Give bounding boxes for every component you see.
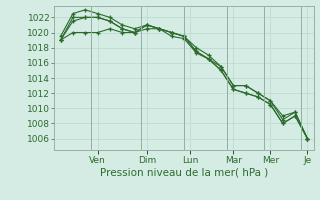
X-axis label: Pression niveau de la mer( hPa ): Pression niveau de la mer( hPa ) [100,167,268,177]
